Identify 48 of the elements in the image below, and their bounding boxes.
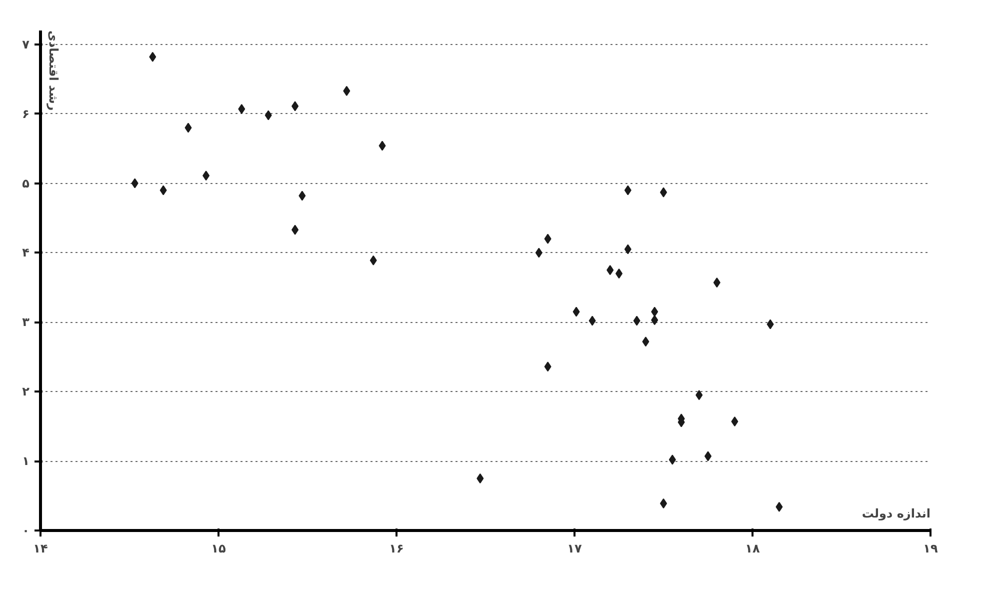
x-tick-label: ۱۶ (389, 542, 404, 556)
y-tick-label: ۲ (22, 384, 30, 399)
point (642, 336, 650, 347)
point (535, 248, 542, 258)
point (572, 306, 580, 317)
y-tick-label: ۵ (22, 176, 30, 190)
point (343, 86, 350, 96)
point (292, 224, 299, 235)
point (588, 316, 596, 326)
point (624, 185, 632, 196)
point (378, 140, 386, 151)
point (731, 416, 738, 426)
x-tick-label: ۱۷ (567, 542, 582, 556)
y-tick-label: ۰ (22, 524, 30, 538)
x-tick-label: ۱۵ (211, 542, 226, 556)
y-tick-label: ۶ (22, 106, 30, 121)
y-tick-label: ۴ (22, 246, 30, 260)
point (149, 52, 156, 62)
point (651, 306, 658, 317)
y-tick-label: ۱ (22, 454, 30, 468)
point (544, 234, 552, 244)
y-axis-title: رشد اقتصادی (46, 30, 60, 111)
x-tick-label: ۱۴ (33, 542, 48, 556)
point (624, 244, 632, 254)
point (370, 255, 377, 266)
point (776, 502, 783, 512)
point (696, 390, 703, 400)
point (238, 104, 246, 114)
point (544, 362, 552, 372)
point (264, 110, 272, 120)
x-tick-label: ۱۸ (745, 542, 760, 556)
point (713, 278, 720, 288)
point (298, 190, 306, 201)
point (476, 473, 484, 484)
point (160, 185, 167, 196)
x-tick-label: ۱۹ (923, 542, 938, 556)
point (606, 265, 614, 276)
point (651, 315, 658, 326)
point (633, 316, 640, 326)
point (202, 170, 210, 181)
point (292, 101, 299, 112)
point (131, 178, 138, 188)
x-axis-title: اندازه دولت (862, 506, 931, 520)
point (184, 122, 192, 133)
y-tick-label: ۷ (22, 37, 30, 52)
point (766, 319, 774, 330)
point (668, 454, 676, 465)
y-tick-label: ۳ (22, 315, 30, 330)
